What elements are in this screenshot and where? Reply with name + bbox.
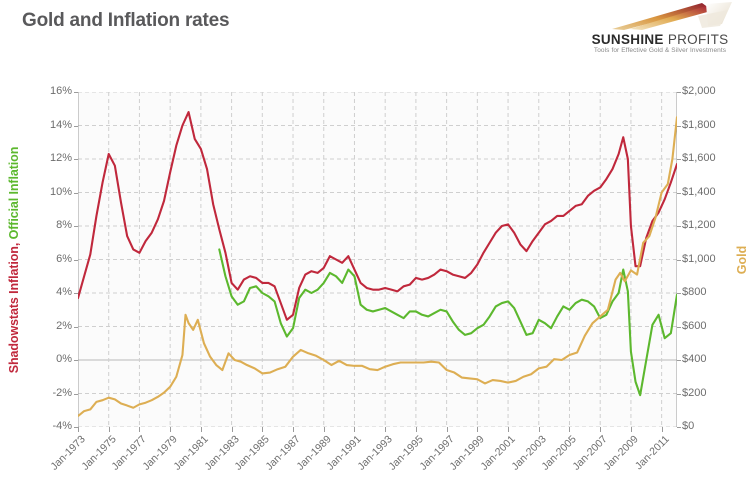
- y-tick-mark-left: [74, 393, 78, 395]
- x-tick-mark: [446, 427, 448, 432]
- y-tick-label-right: $1,800: [682, 118, 716, 131]
- x-tick-mark: [508, 427, 510, 432]
- x-tick-mark: [108, 427, 110, 432]
- y-tick-mark-left: [74, 427, 78, 428]
- logo-tagline: Tools for Effective Gold & Silver Invest…: [593, 47, 727, 54]
- y-tick-mark-left: [74, 92, 78, 93]
- y-tick-label-left: 6%: [56, 252, 72, 265]
- y-axis-ticks-right: $2,000 $1,800 $1,600 $1,400 $1,200 $1,000 $800…: [682, 0, 734, 491]
- plot-svg: [78, 92, 677, 427]
- y-tick-mark-right: [677, 192, 681, 194]
- y-tick-mark-right: [677, 159, 681, 160]
- y-tick-mark-left: [74, 259, 78, 261]
- y-tick-mark-right: [677, 92, 681, 93]
- plot-area: [78, 92, 677, 427]
- y-tick-label-left: 14%: [49, 118, 72, 131]
- chart-title: Gold and Inflation rates: [22, 10, 230, 31]
- sunburst-arrow-icon: [612, 2, 732, 30]
- y-tick-mark-left: [74, 125, 78, 127]
- x-tick-mark: [569, 427, 571, 432]
- x-tick-mark: [78, 427, 79, 432]
- brand-logo: SUNSHINE PROFITS Tools for Effective Gol…: [576, 2, 744, 64]
- y-tick-label-left: 0%: [56, 353, 72, 365]
- series-line-shadowstats-inflation: [78, 111, 677, 321]
- x-tick-mark: [323, 427, 325, 432]
- y-tick-label-left: 12%: [49, 152, 72, 164]
- y-tick-label-right: $1,000: [682, 252, 716, 265]
- gridlines: [78, 92, 677, 427]
- y-tick-label-right: $1,600: [682, 152, 716, 164]
- y-axis-ticks-left: 16% 14% 12% 10% 8% 6% 4% 2% 0% -2% -4%: [26, 0, 72, 491]
- x-tick-mark: [385, 427, 387, 432]
- y-tick-label-left: 8%: [56, 219, 72, 231]
- x-tick-mark: [170, 427, 172, 432]
- y-tick-label-left: -4%: [52, 420, 72, 432]
- x-tick-mark: [262, 427, 264, 432]
- y-tick-label-right: $1,400: [682, 185, 716, 198]
- y-tick-label-right: $0: [682, 420, 695, 432]
- y-tick-label-left: 2%: [56, 319, 72, 332]
- y-tick-label-right: $800: [682, 286, 707, 298]
- x-tick-mark: [630, 427, 632, 432]
- y-tick-label-right: $400: [682, 353, 707, 365]
- y-tick-label-left: 16%: [49, 85, 72, 97]
- x-tick-mark: [293, 427, 295, 432]
- x-tick-mark: [354, 427, 356, 432]
- y-tick-mark-left: [74, 326, 78, 328]
- x-tick-mark: [538, 427, 540, 432]
- series-lines: [78, 111, 677, 418]
- y-tick-label-right: $1,200: [682, 219, 716, 231]
- y-tick-mark-left: [74, 226, 78, 227]
- logo-word-profits: PROFITS: [667, 32, 729, 47]
- y-tick-label-left: 10%: [49, 185, 72, 198]
- y-tick-label-left: -2%: [52, 386, 72, 399]
- y-tick-mark-left: [74, 293, 78, 294]
- x-tick-mark: [415, 427, 417, 432]
- y-tick-mark-right: [677, 259, 681, 261]
- y-tick-mark-right: [677, 360, 681, 361]
- y-tick-mark-right: [677, 326, 681, 328]
- x-tick-mark: [600, 427, 602, 432]
- y-tick-label-right: $200: [682, 386, 707, 399]
- x-tick-mark: [477, 427, 479, 432]
- y-tick-mark-right: [677, 427, 681, 428]
- y-tick-mark-left: [74, 360, 78, 361]
- logo-word-sunshine: SUNSHINE: [591, 32, 664, 47]
- y-tick-mark-right: [677, 393, 681, 395]
- y-tick-mark-right: [677, 226, 681, 227]
- y-tick-label-right: $2,000: [682, 85, 716, 97]
- x-tick-mark: [139, 427, 141, 432]
- series-line-gold: [78, 116, 677, 418]
- y-tick-mark-left: [74, 159, 78, 160]
- x-tick-mark: [200, 427, 202, 432]
- y-tick-label-left: 4%: [56, 286, 72, 298]
- y-tick-mark-right: [677, 293, 681, 294]
- x-tick-mark: [661, 427, 663, 432]
- y-tick-label-right: $600: [682, 319, 707, 332]
- y-tick-mark-left: [74, 192, 78, 194]
- y-tick-mark-right: [677, 125, 681, 127]
- logo-wordmark: SUNSHINE PROFITS: [576, 32, 744, 47]
- x-tick-mark: [231, 427, 233, 432]
